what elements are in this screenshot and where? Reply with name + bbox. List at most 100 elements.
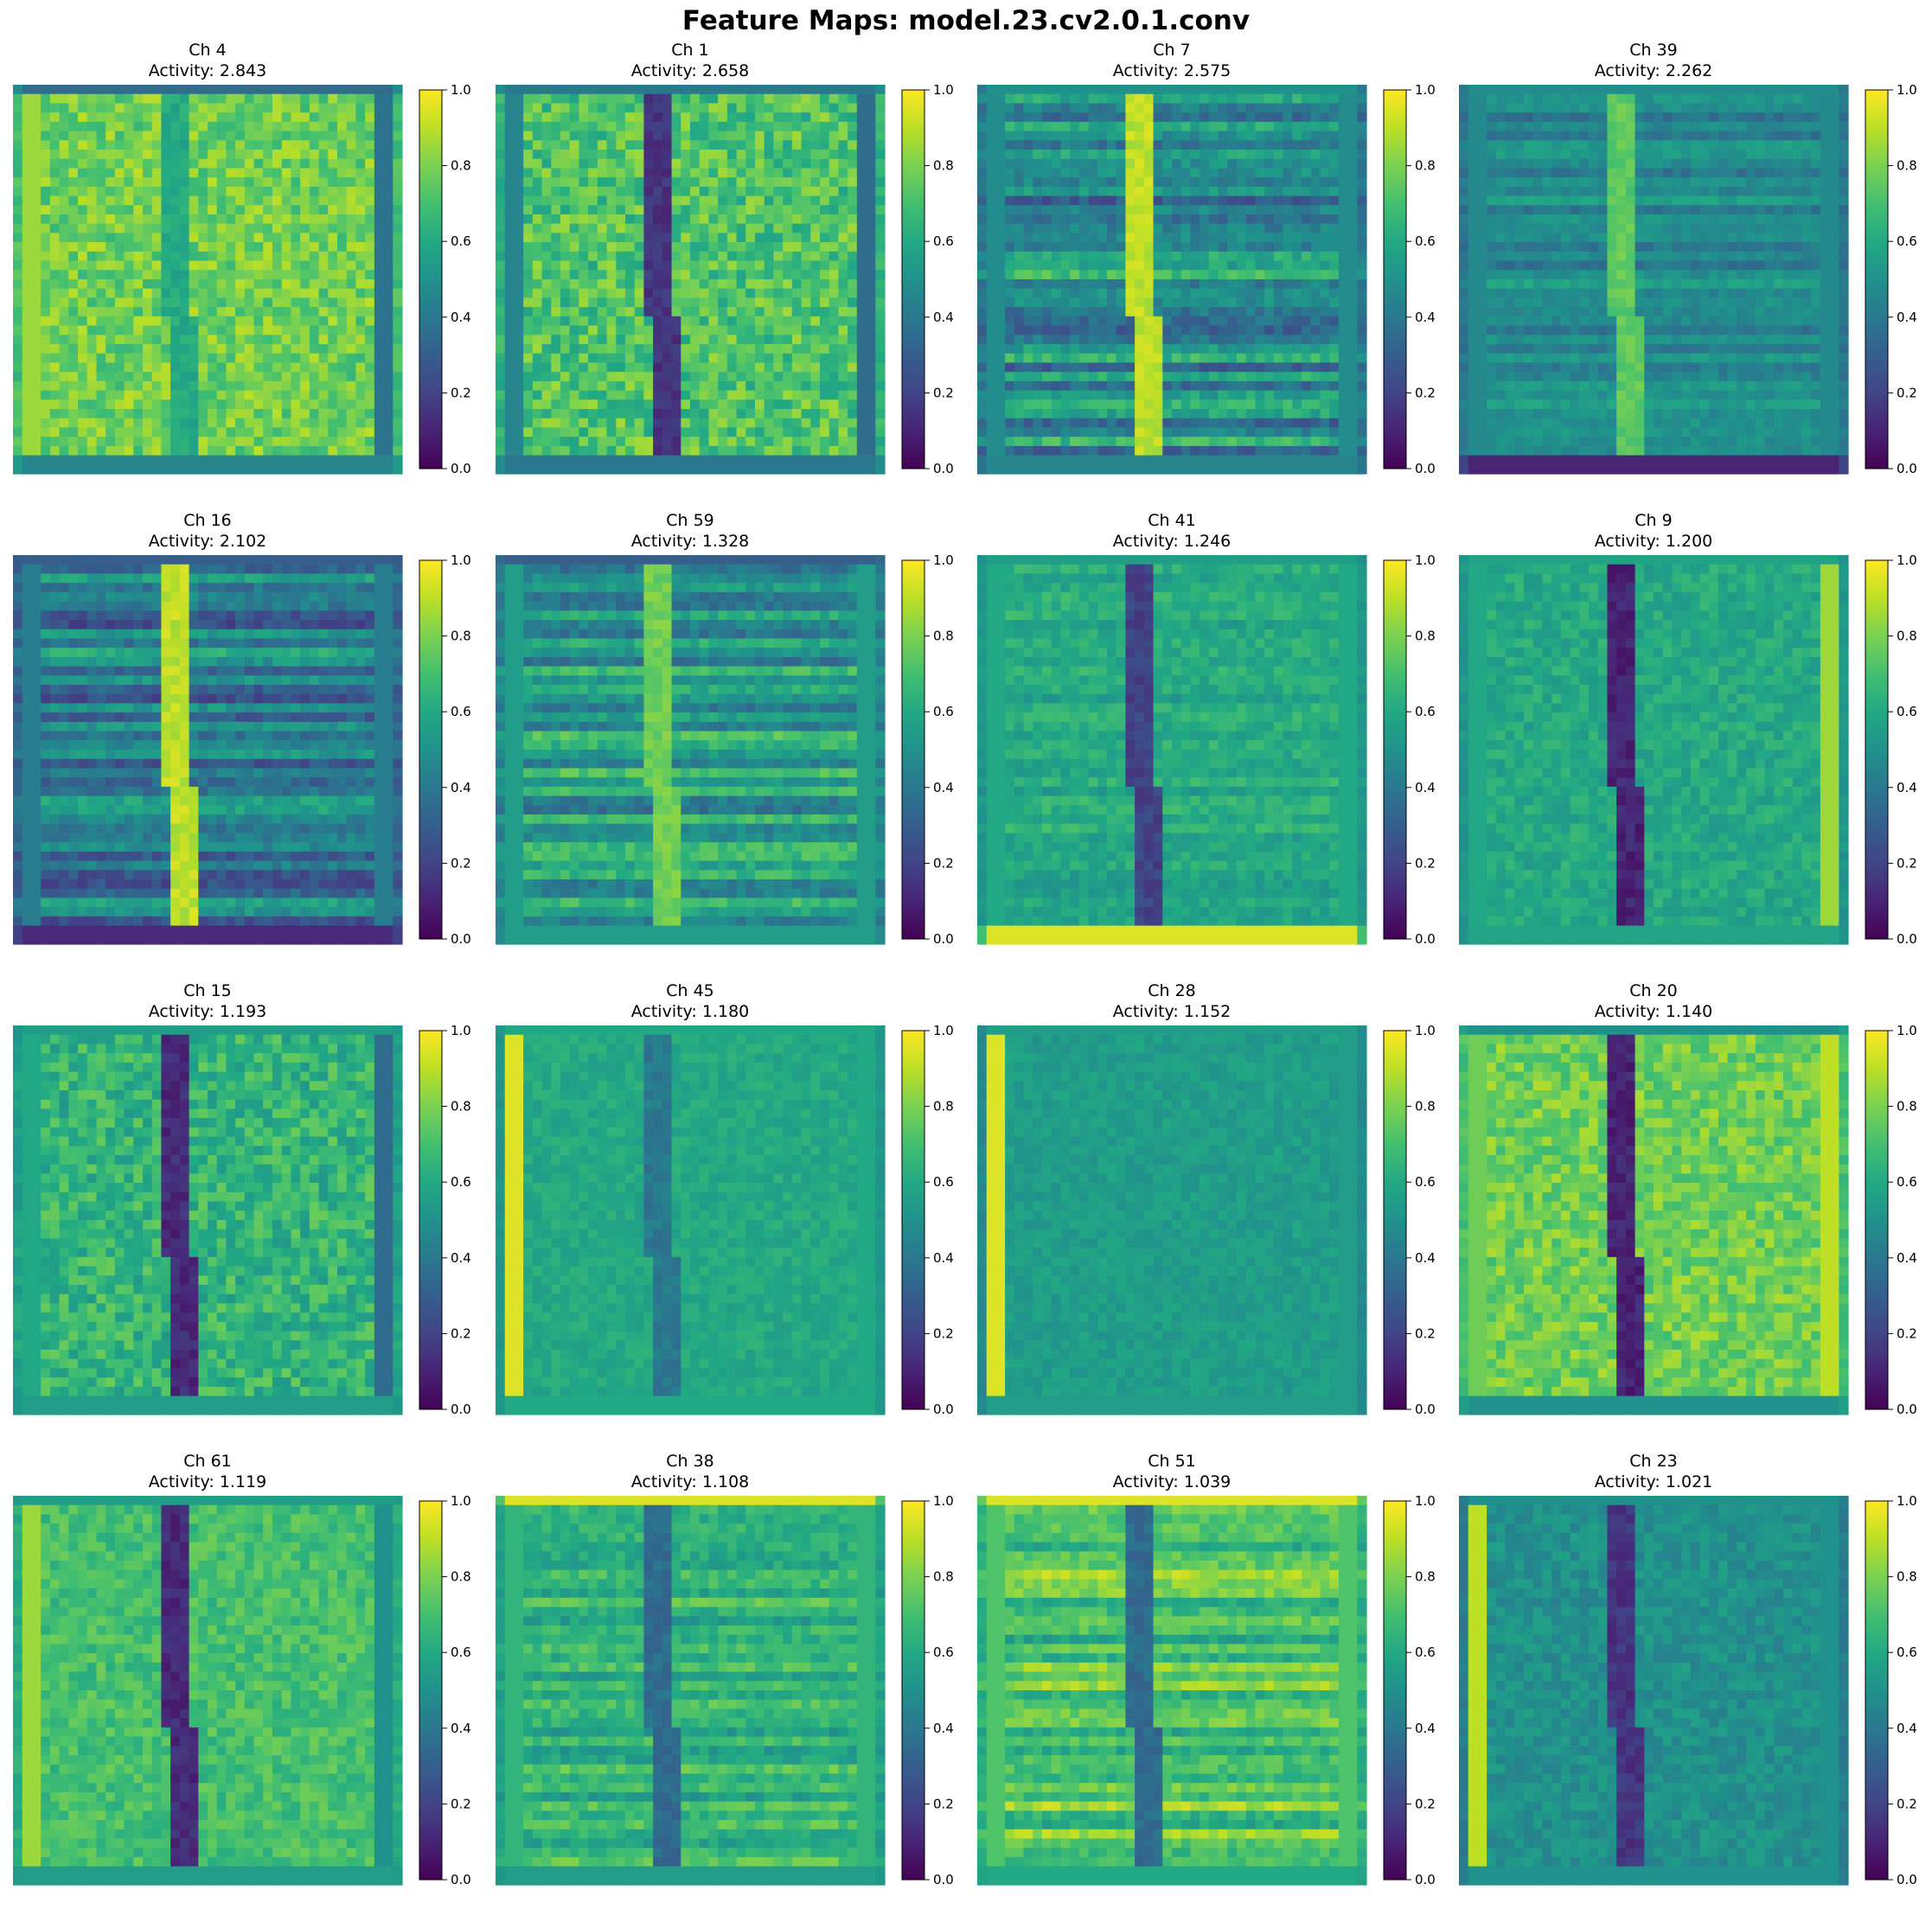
panel-channel-label: Ch 59 xyxy=(666,511,714,530)
colorbar-tick-label: 0.2 xyxy=(933,1325,954,1341)
colorbar xyxy=(1384,90,1406,469)
colorbar-tick-label: 0.8 xyxy=(451,1099,471,1114)
colorbar-tick-label: 1.0 xyxy=(933,1493,954,1509)
colorbar-tick-label: 0.4 xyxy=(933,1250,954,1266)
colorbar-tick-label: 0.2 xyxy=(451,385,471,400)
panel-channel-label: Ch 41 xyxy=(1148,511,1196,530)
feature-map-image xyxy=(1459,85,1849,475)
colorbar-tick-label: 0.2 xyxy=(1897,385,1917,400)
panel-activity-label: Activity: 2.262 xyxy=(1595,61,1713,80)
colorbar xyxy=(902,1501,924,1880)
colorbar-tick-label: 0.2 xyxy=(933,385,954,400)
colorbar-tick-label: 0.0 xyxy=(1897,1872,1917,1887)
colorbar-tick-label: 0.4 xyxy=(933,310,954,325)
panel-activity-label: Activity: 1.108 xyxy=(631,1472,750,1491)
panel-activity-label: Activity: 2.843 xyxy=(149,61,267,80)
colorbar xyxy=(1384,560,1406,939)
colorbar-tick-label: 0.4 xyxy=(1897,310,1917,325)
colorbar-tick-label: 0.6 xyxy=(1897,233,1917,249)
feature-map-image xyxy=(13,555,403,945)
feature-map-image xyxy=(1459,1025,1849,1415)
feature-map-image xyxy=(496,1025,886,1415)
colorbar-tick-label: 0.4 xyxy=(933,780,954,795)
colorbar xyxy=(419,90,442,469)
feature-map-image xyxy=(977,555,1367,945)
colorbar-tick-label: 0.2 xyxy=(451,855,471,871)
panel-activity-label: Activity: 1.200 xyxy=(1595,532,1713,551)
colorbar-tick-label: 0.8 xyxy=(1897,629,1917,644)
colorbar-tick-label: 0.0 xyxy=(933,1402,954,1417)
colorbar-tick-label: 1.0 xyxy=(933,82,954,98)
colorbar-tick-label: 0.8 xyxy=(1415,158,1436,174)
panel-channel-label: Ch 7 xyxy=(1153,41,1190,60)
colorbar-tick-label: 0.6 xyxy=(1415,1645,1436,1660)
colorbar-tick-label: 0.2 xyxy=(1897,1796,1917,1811)
colorbar-tick-label: 0.0 xyxy=(1897,931,1917,947)
panel-activity-label: Activity: 1.039 xyxy=(1113,1472,1231,1491)
colorbar-tick-label: 1.0 xyxy=(1897,1023,1917,1038)
colorbar-tick-label: 1.0 xyxy=(451,1023,471,1038)
colorbar-tick-label: 0.0 xyxy=(451,461,471,476)
colorbar-tick-label: 1.0 xyxy=(1897,1493,1917,1509)
colorbar-tick-label: 0.0 xyxy=(933,931,954,947)
colorbar-tick-label: 0.0 xyxy=(933,461,954,476)
colorbar-tick-label: 0.0 xyxy=(1415,1402,1436,1417)
panel-activity-label: Activity: 1.180 xyxy=(631,1002,750,1021)
colorbar-tick-label: 0.2 xyxy=(933,855,954,871)
colorbar-tick-label: 0.2 xyxy=(1415,1325,1436,1341)
panel-activity-label: Activity: 1.328 xyxy=(631,532,750,551)
colorbar-tick-label: 0.4 xyxy=(1415,1250,1436,1266)
colorbar-tick-label: 0.4 xyxy=(1415,1721,1436,1736)
feature-map-image xyxy=(977,85,1367,475)
colorbar-tick-label: 0.6 xyxy=(1415,1174,1436,1190)
colorbar-tick-label: 0.6 xyxy=(933,704,954,719)
colorbar-tick-label: 0.6 xyxy=(451,1174,471,1190)
panel-channel-label: Ch 15 xyxy=(183,981,232,1000)
colorbar-tick-label: 1.0 xyxy=(1415,1023,1436,1038)
colorbar-tick-label: 0.4 xyxy=(1415,310,1436,325)
panel-activity-label: Activity: 1.152 xyxy=(1113,1002,1231,1021)
colorbar-tick-label: 0.2 xyxy=(933,1796,954,1811)
colorbar-tick-label: 0.0 xyxy=(451,1872,471,1887)
colorbar-tick-label: 0.0 xyxy=(933,1872,954,1887)
feature-map-image xyxy=(977,1496,1367,1886)
colorbar-tick-label: 0.4 xyxy=(451,1250,471,1266)
colorbar-tick-label: 0.8 xyxy=(1897,1099,1917,1114)
panel-activity-label: Activity: 1.193 xyxy=(149,1002,267,1021)
colorbar-tick-label: 0.2 xyxy=(1897,855,1917,871)
panel-channel-label: Ch 1 xyxy=(671,41,708,60)
panel-activity-label: Activity: 2.658 xyxy=(631,61,750,80)
colorbar xyxy=(902,1031,924,1409)
colorbar-tick-label: 0.8 xyxy=(451,1569,471,1585)
colorbar xyxy=(1865,560,1888,939)
panel-channel-label: Ch 39 xyxy=(1629,41,1678,60)
panel-channel-label: Ch 51 xyxy=(1148,1452,1196,1471)
colorbar-tick-label: 0.8 xyxy=(1415,629,1436,644)
colorbar-tick-label: 1.0 xyxy=(933,552,954,568)
colorbar-tick-label: 0.0 xyxy=(1415,931,1436,947)
colorbar xyxy=(1865,1501,1888,1880)
colorbar-tick-label: 0.6 xyxy=(451,704,471,719)
panel-channel-label: Ch 45 xyxy=(666,981,714,1000)
feature-map-image xyxy=(496,1496,886,1886)
colorbar-tick-label: 0.4 xyxy=(451,780,471,795)
panel-channel-label: Ch 16 xyxy=(183,511,232,530)
colorbar-tick-label: 0.8 xyxy=(451,629,471,644)
colorbar-tick-label: 0.2 xyxy=(451,1796,471,1811)
colorbar-tick-label: 0.8 xyxy=(933,1569,954,1585)
colorbar-tick-label: 0.2 xyxy=(1415,855,1436,871)
feature-map-image xyxy=(13,1496,403,1886)
feature-map-image xyxy=(496,555,886,945)
